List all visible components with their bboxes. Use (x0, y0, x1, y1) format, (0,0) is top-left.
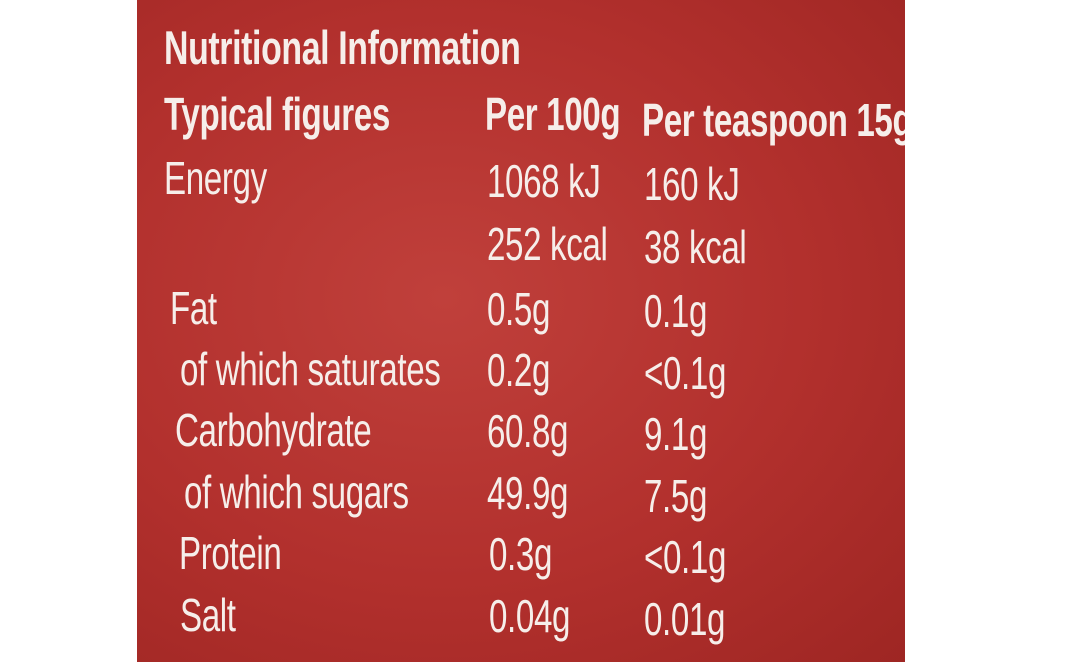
cell: 0.01g (644, 593, 726, 645)
cell: 49.9g (487, 467, 569, 519)
row-label: Fat (170, 282, 217, 334)
row-label: Salt (180, 589, 236, 641)
cell: 1068 kJ (487, 155, 601, 207)
cell: 38 kcal (644, 221, 747, 273)
row-label: of which sugars (184, 466, 409, 518)
row-label: Carbohydrate (175, 404, 372, 456)
header-cell: Typical figures (164, 88, 390, 140)
cell: 7.5g (644, 470, 708, 522)
cell: 60.8g (487, 405, 569, 457)
label-panel: Nutritional Information Typical figures … (137, 0, 905, 662)
title: Nutritional Information (164, 21, 521, 74)
cell: 0.1g (644, 285, 708, 337)
cell: 252 kcal (487, 218, 608, 270)
cell: <0.1g (644, 347, 727, 399)
cell: 0.2g (487, 344, 551, 396)
row-label: Protein (179, 527, 282, 579)
cell: 0.04g (489, 590, 571, 642)
cell: 0.5g (487, 283, 551, 335)
row-label: Energy (164, 152, 267, 204)
row-label: of which saturates (180, 343, 441, 395)
cell: <0.1g (644, 531, 727, 583)
cell: 9.1g (644, 408, 708, 460)
header-cell: Per 100g (485, 88, 621, 140)
header-cell: Per teaspoon 15g (642, 94, 905, 146)
cell: 0.3g (489, 528, 553, 580)
cell: 160 kJ (644, 158, 740, 210)
